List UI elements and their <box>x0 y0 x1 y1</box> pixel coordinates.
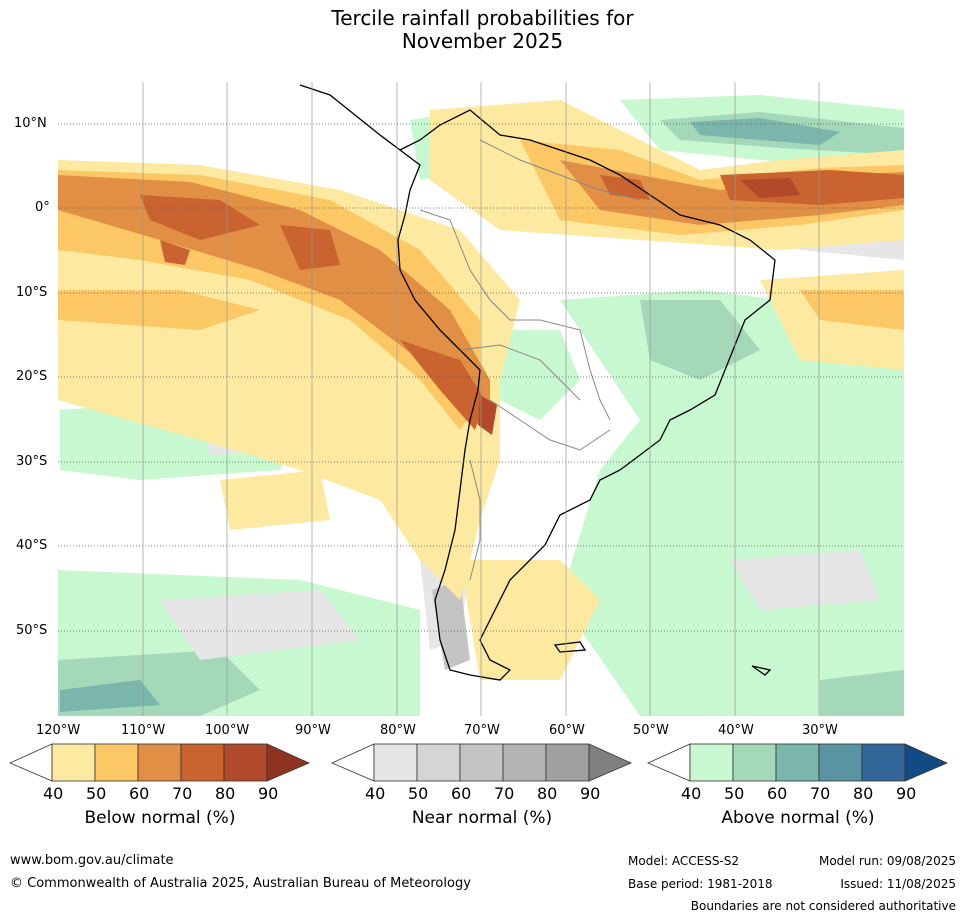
map-title-line2: November 2025 <box>401 29 564 53</box>
lon-label: 50°W <box>633 723 669 738</box>
copyright: © Commonwealth of Australia 2025, Austra… <box>10 876 471 891</box>
colorbar-label-above: Above normal (%) <box>721 808 875 828</box>
lat-label: 30°S <box>16 454 48 469</box>
colorbar-tick: 80 <box>215 784 236 803</box>
lon-label: 30°W <box>802 723 838 738</box>
website-link[interactable]: www.bom.gov.au/climate <box>10 853 174 868</box>
colorbar-below-normal <box>9 743 310 782</box>
lon-label: 120°W <box>36 723 81 738</box>
colorbar-tick: 90 <box>258 784 279 803</box>
model-name: Model: ACCESS-S2 <box>628 854 740 868</box>
lon-label: 110°W <box>121 723 166 738</box>
lon-label: 80°W <box>380 723 416 738</box>
colorbar-tick: 90 <box>896 784 917 803</box>
lat-label: 20°S <box>16 369 48 384</box>
colorbar-label-near: Near normal (%) <box>411 808 553 828</box>
issued-date: Issued: 11/08/2025 <box>840 877 956 891</box>
colorbar-tick: 70 <box>494 784 515 803</box>
lon-label: 60°W <box>549 723 585 738</box>
map-title-line1: Tercile rainfall probabilities for <box>331 6 634 30</box>
south-america-coastline <box>299 84 776 681</box>
colorbar-tick: 50 <box>724 784 745 803</box>
probability-field <box>58 82 904 716</box>
lat-label: 40°S <box>16 538 48 553</box>
colorbar-tick: 40 <box>365 784 386 803</box>
lon-label: 100°W <box>205 723 250 738</box>
lat-label: 50°S <box>16 623 48 638</box>
colorbar-tick: 70 <box>810 784 831 803</box>
lat-label: 10°N <box>14 116 47 131</box>
colorbar-tick: 80 <box>537 784 558 803</box>
colorbar-tick: 40 <box>681 784 702 803</box>
country-boundaries <box>419 139 641 581</box>
colorbar-tick: 90 <box>580 784 601 803</box>
model-run: Model run: 09/08/2025 <box>818 854 956 868</box>
colorbar-label-below: Below normal (%) <box>84 808 236 828</box>
boundaries-disclaimer: Boundaries are not considered authoritat… <box>690 899 956 913</box>
colorbar-tick: 80 <box>853 784 874 803</box>
colorbar-tick: 60 <box>129 784 150 803</box>
colorbar-tick: 60 <box>451 784 472 803</box>
lon-label: 40°W <box>718 723 754 738</box>
colorbar-tick: 50 <box>86 784 107 803</box>
colorbar-tick: 50 <box>408 784 429 803</box>
lon-label: 70°W <box>464 723 500 738</box>
colorbar-above-normal <box>647 743 948 782</box>
lat-label: 10°S <box>16 285 48 300</box>
base-period: Base period: 1981-2018 <box>628 877 773 891</box>
lat-label: 0° <box>35 200 50 215</box>
colorbar-tick: 40 <box>43 784 64 803</box>
colorbar-tick: 60 <box>767 784 788 803</box>
colorbar-near-normal <box>331 743 632 782</box>
colorbar-tick: 70 <box>172 784 193 803</box>
lon-label: 90°W <box>295 723 331 738</box>
